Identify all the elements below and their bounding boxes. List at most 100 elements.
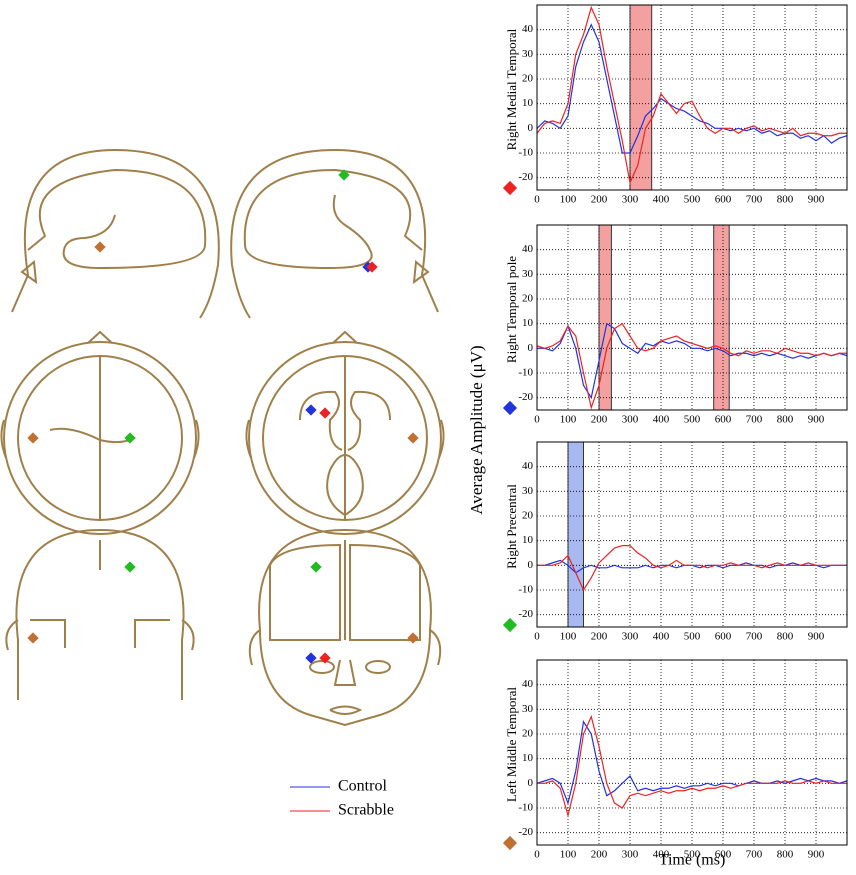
- y-tick-label: 30: [522, 485, 534, 497]
- x-tick-label: 800: [777, 631, 794, 643]
- plot-frame: [536, 441, 848, 628]
- legend-label: Control: [338, 778, 387, 795]
- y-tick-label: 10: [522, 97, 534, 109]
- x-tick-label: 700: [746, 631, 763, 643]
- front-head-right: [248, 528, 442, 727]
- side-head-left: [11, 148, 220, 319]
- x-tick-label: 0: [534, 849, 540, 861]
- series-marker: [502, 400, 518, 416]
- x-tick-label: 700: [746, 414, 763, 426]
- y-tick-label: -20: [518, 608, 533, 620]
- x-tick-label: 0: [534, 414, 540, 426]
- series-marker: [502, 617, 518, 633]
- y-tick-label: -20: [518, 171, 533, 183]
- chart-ylabel: Right Medial Temporal: [504, 28, 519, 150]
- y-tick-label: 20: [522, 510, 534, 522]
- chart-ylabel: Right Temporal pole: [504, 256, 519, 363]
- highlight: [713, 224, 730, 411]
- x-tick-label: 200: [591, 414, 608, 426]
- x-tick-label: 0: [534, 194, 540, 206]
- x-tick-label: 800: [777, 414, 794, 426]
- y-tick-label: 40: [522, 243, 534, 255]
- x-tick-label: 300: [622, 631, 639, 643]
- x-tick-label: 0: [534, 631, 540, 643]
- x-tick-label: 400: [653, 194, 670, 206]
- x-tick-label: 500: [684, 849, 701, 861]
- y-tick-label: 40: [522, 678, 534, 690]
- y-tick-label: 40: [522, 23, 534, 35]
- x-tick-label: 100: [560, 631, 577, 643]
- highlight: [629, 4, 653, 191]
- series-line: [536, 719, 848, 806]
- series-marker: [502, 835, 518, 851]
- highlight: [598, 224, 612, 411]
- x-tick-label: 900: [808, 631, 825, 643]
- plot-frame: [536, 4, 848, 191]
- x-tick-label: 600: [715, 631, 732, 643]
- x-tick-label: 700: [746, 194, 763, 206]
- y-tick-label: 0: [528, 777, 534, 789]
- series-line: [536, 5, 847, 185]
- x-tick-label: 800: [777, 194, 794, 206]
- x-axis-title: Time (ms): [659, 852, 726, 869]
- x-tick-label: 300: [622, 194, 639, 206]
- x-tick-label: 400: [653, 414, 670, 426]
- highlight: [567, 441, 584, 628]
- y-tick-label: 30: [522, 268, 534, 280]
- y-tick-label: 10: [522, 534, 534, 546]
- y-tick-label: 0: [528, 342, 534, 354]
- x-tick-label: 400: [653, 631, 670, 643]
- y-tick-label: 0: [528, 559, 534, 571]
- series-line: [536, 23, 848, 154]
- x-tick-label: 100: [560, 194, 577, 206]
- x-tick-label: 700: [746, 849, 763, 861]
- y-tick-label: 10: [522, 752, 534, 764]
- y-tick-label: 20: [522, 728, 534, 740]
- series-line: [536, 322, 847, 410]
- x-tick-label: 500: [684, 631, 701, 643]
- x-tick-label: 500: [684, 414, 701, 426]
- front-head-left: [5, 528, 195, 700]
- y-tick-label: -10: [518, 584, 533, 596]
- chart-ylabel: Right Precentral: [504, 484, 519, 569]
- y-tick-label: -10: [518, 802, 533, 814]
- x-tick-label: 600: [715, 194, 732, 206]
- series-line: [537, 545, 847, 592]
- x-tick-label: 300: [622, 849, 639, 861]
- x-tick-label: 200: [591, 194, 608, 206]
- y-axis-title: Average Amplitude (μV): [467, 345, 486, 514]
- x-tick-label: 800: [777, 849, 794, 861]
- top-head-right: [245, 330, 445, 535]
- legend-label: Scrabble: [338, 802, 394, 819]
- y-tick-label: -10: [518, 147, 533, 159]
- y-tick-label: 0: [528, 122, 534, 134]
- top-head-left: [0, 330, 200, 535]
- electrode-markers: [27, 169, 419, 664]
- y-tick-label: 30: [522, 703, 534, 715]
- y-tick-label: 40: [522, 460, 534, 472]
- series-marker: [502, 180, 518, 196]
- series-line: [537, 714, 847, 818]
- x-tick-label: 900: [808, 414, 825, 426]
- x-tick-label: 100: [560, 849, 577, 861]
- x-tick-label: 200: [591, 631, 608, 643]
- x-tick-label: 400: [653, 849, 670, 861]
- y-tick-label: 30: [522, 48, 534, 60]
- chart-ylabel: Left Middle Temporal: [504, 687, 519, 802]
- y-tick-label: 10: [522, 317, 534, 329]
- x-tick-label: 600: [715, 414, 732, 426]
- y-tick-label: -20: [518, 826, 533, 838]
- x-tick-label: 100: [560, 414, 577, 426]
- y-tick-label: 20: [522, 73, 534, 85]
- head-diagrams: [0, 148, 445, 727]
- y-tick-label: -10: [518, 367, 533, 379]
- legend: Control Scrabble: [290, 778, 394, 819]
- x-tick-label: 200: [591, 849, 608, 861]
- x-tick-label: 600: [715, 849, 732, 861]
- y-tick-label: -20: [518, 391, 533, 403]
